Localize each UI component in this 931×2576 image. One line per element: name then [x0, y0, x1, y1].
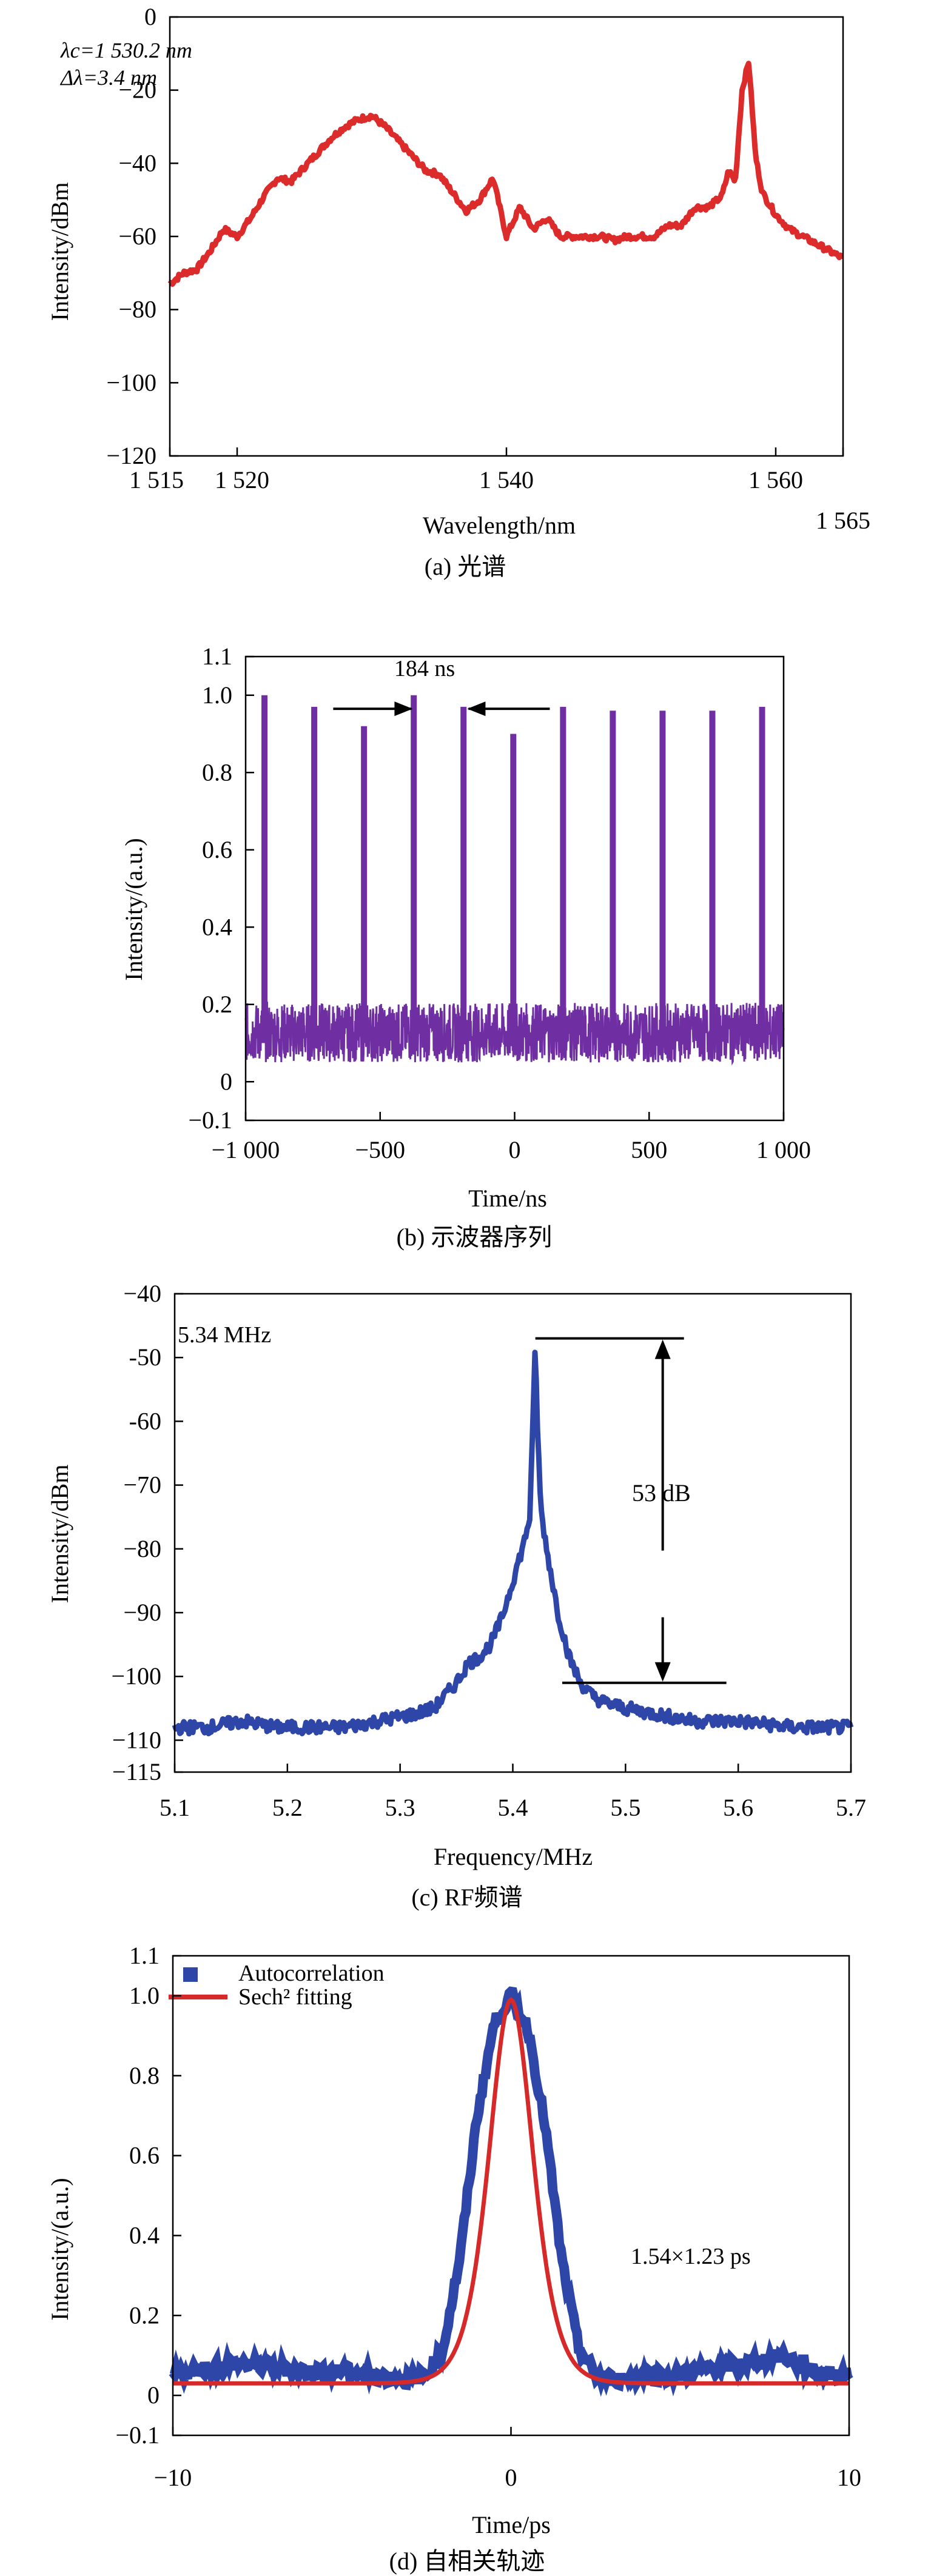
y-tick-label: 0	[144, 3, 156, 30]
annotation-snr: 53 dB	[632, 1479, 691, 1507]
x-axis-label: Frequency/MHz	[434, 1843, 593, 1870]
annotation-pulse-width: 1.54×1.23 ps	[631, 2244, 751, 2269]
x-tick-label: 10	[837, 2464, 861, 2491]
y-axis-label: Intensity/dBm	[46, 182, 73, 321]
y-tick-label: −60	[118, 222, 156, 250]
y-tick-label: −80	[118, 296, 156, 323]
x-tick-label: 500	[631, 1136, 667, 1163]
x-tick-label: 5.5	[610, 1794, 640, 1821]
plot-marks	[167, 61, 845, 287]
caption: (d) 自相关轨迹	[389, 2548, 545, 2575]
y-tick-label: 1.0	[129, 1982, 160, 2009]
x-tick-label: −1 000	[212, 1136, 280, 1163]
chart-spectrum: λc=1 530.2 nm Δλ=3.4 nm Wavelength/nm In…	[46, 3, 870, 580]
x-tick-label: 1 000	[756, 1136, 811, 1163]
y-axis-label: Intensity/dBm	[46, 1465, 73, 1604]
y-tick-label: 0.4	[129, 2221, 160, 2249]
y-tick-label: 1.1	[202, 643, 232, 670]
y-tick-label: −110	[112, 1726, 161, 1753]
x-axis-label: Time/ps	[472, 2511, 551, 2538]
y-tick-label: 0.8	[202, 758, 232, 786]
y-tick-label: 0.2	[202, 991, 232, 1018]
y-tick-label: −120	[106, 442, 156, 469]
x-tick-label: 1 565	[816, 507, 870, 534]
plot-frame	[173, 1293, 852, 1773]
y-tick-label: 1.1	[129, 1942, 160, 1969]
y-tick-label: −80	[123, 1535, 161, 1562]
y-tick-label: −115	[112, 1758, 161, 1785]
x-tick-label: 5.2	[272, 1794, 303, 1821]
legend-label-autocorrelation: Autocorrelation	[238, 1961, 385, 1986]
y-tick-label: −40	[123, 1280, 161, 1307]
snr-arrow-head-down	[654, 1662, 671, 1682]
y-tick-label: -50	[129, 1343, 161, 1371]
x-tick-label: 5.3	[385, 1794, 415, 1821]
x-tick-label: 5.1	[160, 1794, 190, 1821]
y-tick-label: −0.1	[188, 1106, 232, 1134]
arrow-left-head	[394, 701, 413, 717]
legend-symbol-autocorrelation	[183, 1967, 198, 1982]
x-tick-label: 0	[509, 1136, 521, 1163]
snr-arrow-head-up	[654, 1339, 671, 1359]
caption: (b) 示波器序列	[397, 1223, 553, 1251]
annotation-frequency: 5.34 MHz	[178, 1322, 271, 1348]
y-tick-label: 0.8	[129, 2062, 160, 2089]
annotation-center-wavelength: λc=1 530.2 nm	[60, 38, 192, 62]
x-axis-label: Time/ns	[468, 1185, 547, 1212]
caption: (c) RF频谱	[411, 1884, 522, 1911]
series-line	[167, 61, 845, 287]
y-tick-label: −90	[123, 1599, 161, 1626]
legend-label-sech2: Sech² fitting	[238, 1984, 352, 2010]
chart-autocorrelation: 1.54×1.23 ps Autocorrelation Sech² fitti…	[46, 1942, 861, 2575]
x-axis-label: Wavelength/nm	[423, 512, 576, 539]
annotation-pulse-spacing: 184 ns	[394, 656, 455, 681]
x-tick-label: 5.7	[836, 1794, 866, 1821]
x-tick-label: 1 560	[748, 466, 803, 493]
series-sech2-fit	[173, 1997, 849, 2386]
x-tick-label: −10	[154, 2464, 192, 2491]
y-axis-label: Intensity/(a.u.)	[120, 838, 147, 981]
caption: (a) 光谱	[425, 553, 506, 580]
annotation-bandwidth: Δλ=3.4 nm	[59, 65, 157, 90]
y-tick-label: 0.6	[129, 2142, 160, 2169]
plot-marks	[172, 1337, 854, 1737]
chart-rf-spectrum: 5.34 MHz 53 dB Frequency/MHz Intensity/d…	[46, 1280, 866, 1911]
y-tick-label: −100	[106, 369, 156, 396]
y-tick-label: 0.4	[202, 913, 232, 940]
x-tick-label: 1 520	[215, 466, 269, 493]
y-tick-label: 1.0	[202, 681, 232, 709]
x-tick-label: 0	[505, 2464, 517, 2491]
baseline-noise	[244, 1001, 785, 1066]
y-tick-label: 0.6	[202, 836, 232, 863]
y-tick-label: −70	[123, 1471, 161, 1499]
series-autocorrelation	[169, 1986, 853, 2397]
x-tick-label: 5.4	[498, 1794, 528, 1821]
y-tick-label: −100	[111, 1662, 161, 1690]
y-tick-label: 0	[220, 1068, 232, 1095]
y-tick-label: -60	[129, 1407, 161, 1434]
y-tick-label: −0.1	[115, 2421, 160, 2449]
x-tick-label: 1 540	[479, 466, 534, 493]
y-axis-label: Intensity/(a.u.)	[46, 2178, 73, 2321]
x-tick-label: 1 515	[129, 466, 184, 493]
y-tick-label: −20	[118, 76, 156, 104]
x-tick-label: −500	[355, 1136, 405, 1163]
plot-marks	[169, 1967, 853, 2397]
y-tick-label: 0.2	[129, 2301, 160, 2329]
y-tick-label: −40	[118, 149, 156, 176]
series-line	[172, 1350, 854, 1737]
plot-marks	[244, 695, 785, 1066]
x-tick-label: 5.6	[723, 1794, 753, 1821]
chart-oscilloscope: 184 ns Time/ns Intensity/(a.u.) (b) 示波器序…	[120, 643, 811, 1251]
arrow-right-head	[467, 701, 486, 717]
y-tick-label: 0	[147, 2381, 160, 2409]
